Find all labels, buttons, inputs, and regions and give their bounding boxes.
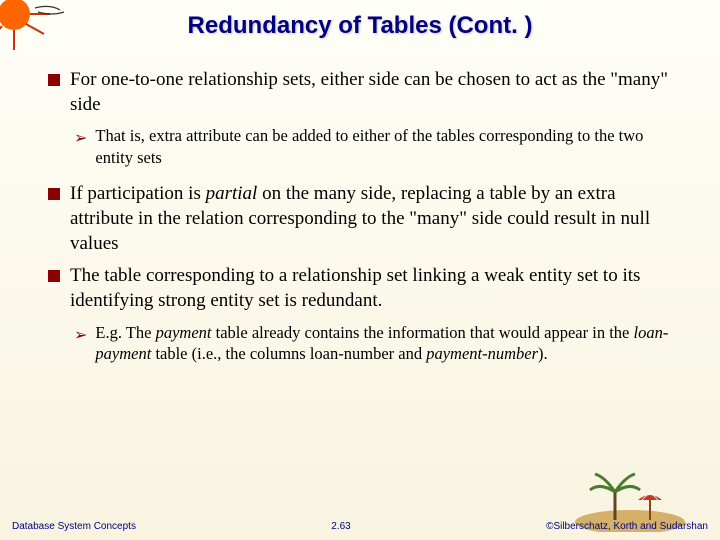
sub-bullet-item: ➢ E.g. The payment table already contain… bbox=[74, 322, 680, 365]
italic-text: payment bbox=[156, 323, 212, 342]
text-span: E.g. The bbox=[95, 323, 155, 342]
bullet-item: If participation is partial on the many … bbox=[48, 182, 680, 256]
sub-bullet-text: That is, extra attribute can be added to… bbox=[95, 125, 680, 168]
footer: Database System Concepts 2.63 ©Silbersch… bbox=[0, 521, 720, 532]
italic-text: partial bbox=[206, 183, 258, 204]
sub-bullet-text: E.g. The payment table already contains … bbox=[95, 322, 680, 365]
bullet-text: For one-to-one relationship sets, either… bbox=[70, 68, 680, 117]
bullet-item: For one-to-one relationship sets, either… bbox=[48, 68, 680, 117]
content-area: For one-to-one relationship sets, either… bbox=[0, 40, 720, 365]
text-span: table (i.e., the columns loan-number and bbox=[151, 344, 426, 363]
footer-center: 2.63 bbox=[331, 521, 350, 532]
square-bullet-icon bbox=[48, 188, 60, 200]
slide-title: Redundancy of Tables (Cont. ) bbox=[0, 0, 720, 40]
italic-text: payment-number bbox=[426, 344, 538, 363]
square-bullet-icon bbox=[48, 74, 60, 86]
bullet-text: If participation is partial on the many … bbox=[70, 182, 680, 256]
bullet-text: The table corresponding to a relationshi… bbox=[70, 264, 680, 313]
text-span: ). bbox=[538, 344, 548, 363]
footer-right: ©Silberschatz, Korth and Sudarshan bbox=[546, 521, 708, 532]
sub-bullet-item: ➢ That is, extra attribute can be added … bbox=[74, 125, 680, 168]
square-bullet-icon bbox=[48, 270, 60, 282]
bullet-item: The table corresponding to a relationshi… bbox=[48, 264, 680, 313]
footer-left: Database System Concepts bbox=[12, 521, 136, 532]
arrow-bullet-icon: ➢ bbox=[74, 325, 87, 365]
arrow-bullet-icon: ➢ bbox=[74, 128, 87, 168]
text-span: If participation is bbox=[70, 183, 206, 204]
text-span: table already contains the information t… bbox=[212, 323, 634, 342]
